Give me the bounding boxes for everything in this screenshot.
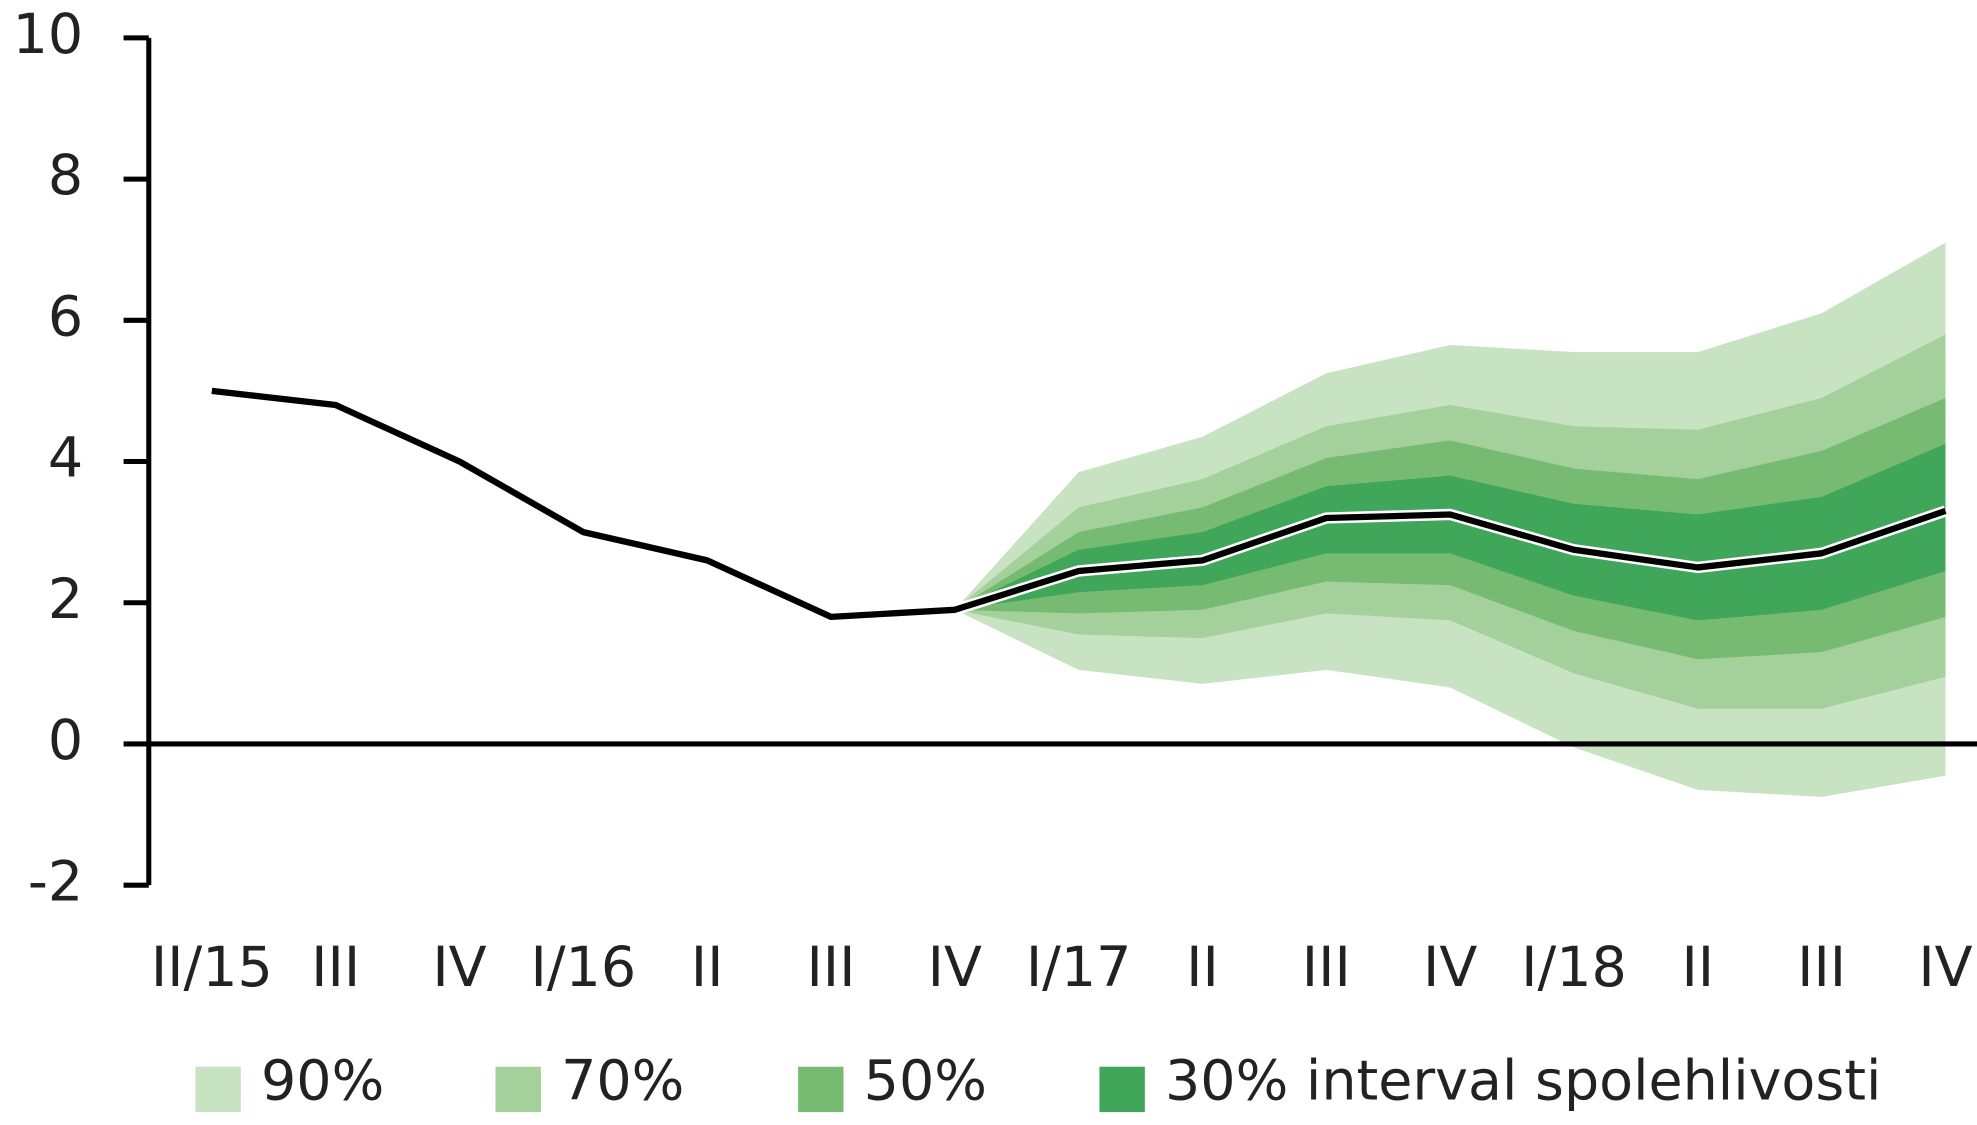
y-tick-label: 10 <box>13 3 84 67</box>
legend-label: 30% interval spolehlivosti <box>1165 1050 1881 1114</box>
y-tick-label: 2 <box>48 568 83 632</box>
line <box>211 387 1947 621</box>
y-tick-label: 6 <box>48 285 83 349</box>
x-tick-label: IV <box>1423 936 1477 1000</box>
x-tick-label: IV <box>928 936 982 1000</box>
x-tick-label: II <box>1681 936 1714 1000</box>
legend-swatch <box>495 1066 541 1113</box>
x-tick-label: II <box>1186 936 1219 1000</box>
legend-label: 90% <box>261 1050 384 1114</box>
x-tick-label: IV <box>432 936 486 1000</box>
legend-swatch <box>798 1066 844 1113</box>
y-tick-label: -2 <box>28 850 83 914</box>
fan-band <box>954 443 1946 621</box>
legend-swatch <box>1099 1066 1145 1113</box>
x-tick-label: IV <box>1918 936 1972 1000</box>
x-tick-label: I/18 <box>1521 936 1627 1000</box>
legend-label: 50% <box>864 1050 987 1114</box>
legend-swatch <box>195 1066 241 1113</box>
x-tick-label: I/17 <box>1026 936 1132 1000</box>
legend-label: 70% <box>561 1050 684 1114</box>
x-tick-label: III <box>311 936 360 1000</box>
x-tick-label: II <box>691 936 724 1000</box>
x-tick-label: III <box>1797 936 1846 1000</box>
y-tick-label: 4 <box>48 427 83 491</box>
x-tick-label: I/16 <box>530 936 636 1000</box>
y-tick-label: 0 <box>48 709 83 773</box>
x-tick-label: II/15 <box>151 936 273 1000</box>
x-tick-label: III <box>1302 936 1351 1000</box>
x-tick-label: III <box>806 936 855 1000</box>
y-tick-label: 8 <box>48 144 83 208</box>
